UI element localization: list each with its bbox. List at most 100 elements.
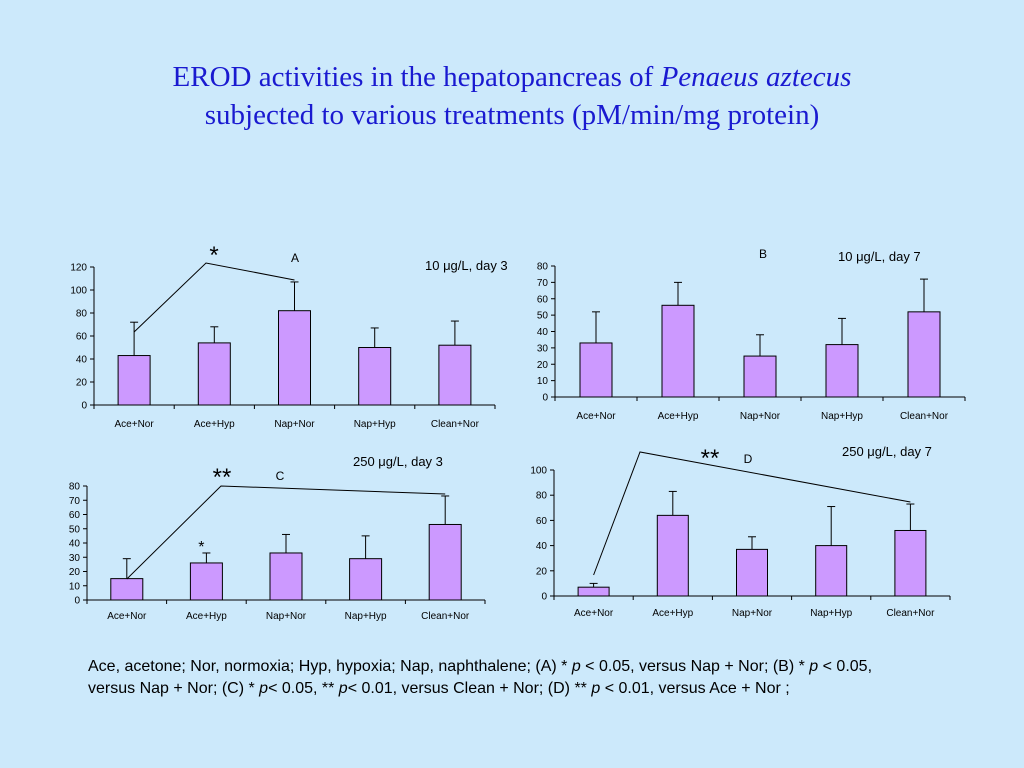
y-tick-label-d: 100 xyxy=(530,466,547,477)
y-tick-label-d: 80 xyxy=(536,491,548,502)
y-tick-label-b: 10 xyxy=(537,376,549,387)
y-tick-label-c: 0 xyxy=(74,596,80,607)
bar-c xyxy=(349,558,383,601)
x-tick-label-a: Nap+Nor xyxy=(274,419,315,430)
x-tick-label-d: Nap+Nor xyxy=(732,608,773,619)
y-tick-label-c: 70 xyxy=(69,496,81,507)
significance-bracket-c xyxy=(126,485,446,580)
panel-label-c: C xyxy=(276,469,285,483)
y-tick-label-d: 40 xyxy=(536,541,548,552)
y-tick-label-b: 70 xyxy=(537,278,549,289)
y-tick-label-c: 60 xyxy=(69,510,81,521)
footnote-p-5: p xyxy=(591,680,601,697)
y-tick-label-a: 100 xyxy=(70,286,87,297)
significance-bracket-a xyxy=(133,262,295,333)
chart-panel-b: 0 10 20 30 40 50 60 70 80 Ace+Nor Ace+Hyp Nap+Nor Na… xyxy=(537,247,966,422)
footnote-text-2: < 0.05, versus Nap + Nor; (B) * xyxy=(580,658,810,675)
chart-panel-a: 0 20 40 60 80 100 120 Ace+Nor Ace+Hyp Nap+Nor Nap+… xyxy=(70,242,507,430)
significance-bracket-d xyxy=(593,451,911,576)
x-tick-label-b: Clean+Nor xyxy=(900,411,949,422)
y-tick-label-a: 40 xyxy=(76,355,88,366)
significance-mark-c: ** xyxy=(213,464,232,491)
footnote-p-4: p xyxy=(338,680,348,697)
y-tick-label-c: 80 xyxy=(69,482,81,493)
y-tick-label-a: 0 xyxy=(81,401,87,412)
x-tick-label-d: Nap+Hyp xyxy=(810,608,852,619)
x-tick-label-b: Ace+Nor xyxy=(576,411,616,422)
figure-footnote: Ace, acetone; Nor, normoxia; Hyp, hypoxi… xyxy=(88,656,918,700)
y-tick-label-c: 50 xyxy=(69,524,81,535)
x-tick-label-c: Ace+Nor xyxy=(107,611,147,622)
x-tick-label-d: Ace+Nor xyxy=(574,608,614,619)
chart-panel-c: 0 10 20 30 40 50 60 70 80 Ace+Nor Ace+Hyp Nap+Nor Na… xyxy=(69,454,486,622)
chart-panel-d: 0 20 40 60 80 100 Ace+Nor Ace+Hyp Nap+Nor Nap+Hyp… xyxy=(530,444,951,619)
bar-d xyxy=(656,514,689,597)
x-tick-label-a: Ace+Hyp xyxy=(194,419,235,430)
bar-b xyxy=(579,342,613,398)
panel-label-d: D xyxy=(744,452,753,466)
x-tick-label-a: Clean+Nor xyxy=(431,419,480,430)
x-tick-label-c: Clean+Nor xyxy=(421,611,470,622)
y-tick-label-d: 20 xyxy=(536,566,548,577)
x-tick-label-a: Ace+Nor xyxy=(115,419,155,430)
bar-a xyxy=(438,344,472,406)
bar-b xyxy=(661,304,695,398)
y-tick-label-c: 40 xyxy=(69,539,81,550)
x-tick-label-c: Nap+Nor xyxy=(266,611,307,622)
x-tick-label-a: Nap+Hyp xyxy=(354,419,396,430)
bar-c xyxy=(428,523,462,601)
condition-label-b: 10 μg/L, day 7 xyxy=(838,249,921,264)
footnote-p-2: p xyxy=(809,658,819,675)
bar-d xyxy=(894,529,927,597)
bar-b xyxy=(907,311,941,398)
species-name: Penaeus aztecus xyxy=(660,61,852,93)
bar-d xyxy=(736,548,768,597)
footnote-p-1: p xyxy=(571,658,581,675)
y-tick-label-a: 60 xyxy=(76,332,88,343)
x-tick-label-c: Nap+Hyp xyxy=(345,611,387,622)
y-tick-label-a: 120 xyxy=(70,263,87,274)
panel-label-b: B xyxy=(759,247,767,261)
y-tick-label-d: 60 xyxy=(536,516,548,527)
y-tick-label-b: 20 xyxy=(537,360,549,371)
bar-d xyxy=(815,545,848,597)
y-tick-label-c: 30 xyxy=(69,553,81,564)
x-tick-label-b: Nap+Hyp xyxy=(821,411,863,422)
x-tick-label-b: Nap+Nor xyxy=(740,411,781,422)
title-line-1: EROD activities in the hepatopancreas of… xyxy=(40,58,984,96)
y-tick-label-a: 80 xyxy=(76,309,88,320)
y-tick-label-b: 0 xyxy=(542,393,548,404)
bar-c xyxy=(189,562,223,601)
significance-mark-d: ** xyxy=(701,445,720,472)
footnote-text-3: < 0.05, versus Nap + Nor; (C) * xyxy=(88,658,873,697)
condition-label-a: 10 μg/L, day 3 xyxy=(425,258,508,273)
x-tick-label-d: Ace+Hyp xyxy=(652,608,693,619)
y-tick-label-b: 60 xyxy=(537,294,549,305)
significance-mark-a: * xyxy=(209,242,218,269)
y-tick-label-b: 30 xyxy=(537,343,549,354)
bar-d xyxy=(577,586,610,597)
bar-b xyxy=(743,355,777,398)
panel-label-a: A xyxy=(291,251,299,265)
slide-title: EROD activities in the hepatopancreas of… xyxy=(40,58,984,134)
y-tick-label-c: 20 xyxy=(69,567,81,578)
x-tick-label-d: Clean+Nor xyxy=(886,608,935,619)
bar-c xyxy=(269,552,303,601)
y-tick-label-b: 50 xyxy=(537,311,549,322)
footnote-text-4: < 0.05, ** xyxy=(268,680,339,697)
bar-a xyxy=(358,347,392,406)
bar-b xyxy=(825,344,859,398)
bar-a xyxy=(278,310,311,406)
bar-c xyxy=(110,578,144,601)
condition-label-d: 250 μg/L, day 7 xyxy=(842,444,932,459)
x-tick-label-b: Ace+Hyp xyxy=(658,411,699,422)
condition-label-c: 250 μg/L, day 3 xyxy=(353,454,443,469)
bar-a xyxy=(117,355,151,406)
y-tick-label-a: 20 xyxy=(76,378,88,389)
title-prefix: EROD activities in the hepatopancreas of xyxy=(172,61,661,93)
title-line-2: subjected to various treatments (pM/min/… xyxy=(204,99,820,131)
footnote-text-5: < 0.01, versus Clean + Nor; (D) ** xyxy=(347,680,592,697)
footnote-p-3: p xyxy=(259,680,269,697)
footnote-text-1: Ace, acetone; Nor, normoxia; Hyp, hypoxi… xyxy=(88,658,572,675)
bar-a xyxy=(197,342,231,406)
